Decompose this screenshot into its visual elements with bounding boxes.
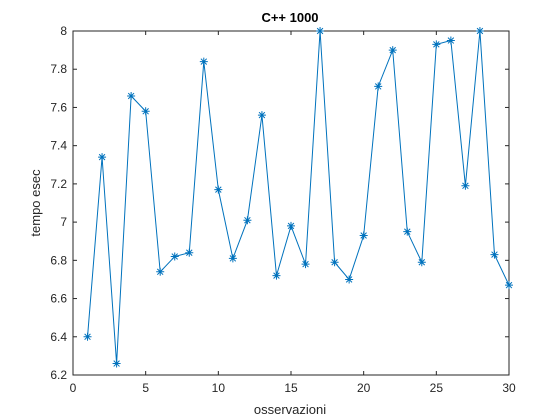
data-point (374, 82, 383, 91)
x-tick-label: 20 (357, 381, 371, 395)
data-point (156, 267, 165, 276)
data-point (257, 111, 266, 120)
data-point (417, 258, 426, 267)
data-point (185, 248, 194, 257)
y-tick-label: 6.2 (50, 368, 67, 382)
y-tick-label: 7 (60, 215, 67, 229)
x-tick-label: 25 (430, 381, 444, 395)
y-tick-label: 8 (60, 24, 67, 38)
data-point (272, 271, 281, 280)
data-point (388, 46, 397, 55)
data-point (127, 91, 136, 100)
x-tick-label: 0 (70, 381, 77, 395)
y-tick-label: 6.8 (50, 253, 67, 267)
data-point (475, 27, 484, 35)
data-point (461, 181, 470, 190)
data-point (301, 260, 310, 269)
data-point (403, 227, 412, 236)
data-point (199, 57, 208, 66)
plot-area: 0 5 10 15 20 25 30 6.2 6.4 6.6 6.8 7 7.2 7.4 7.6 7.8 8 (50, 24, 516, 395)
y-tick-label: 6.4 (50, 330, 67, 344)
data-point (243, 216, 252, 225)
x-axis-label: osservazioni (254, 402, 326, 417)
data-point (141, 107, 150, 116)
data-point (446, 36, 455, 45)
data-point (98, 153, 107, 162)
data-point (505, 281, 513, 290)
y-axis-label: tempo esec (28, 169, 43, 237)
data-point (112, 359, 121, 368)
y-tick-label: 7.2 (50, 177, 67, 191)
data-point (316, 27, 325, 35)
y-tick-label: 7.8 (50, 62, 67, 76)
data-point (287, 221, 295, 230)
x-tick-label: 10 (212, 381, 226, 395)
chart-title: C++ 1000 (261, 10, 318, 25)
y-tick-label: 7.6 (50, 100, 67, 114)
data-point (359, 231, 368, 240)
data-point (214, 185, 223, 194)
y-tick-label: 6.6 (50, 292, 67, 306)
x-tick-label: 30 (502, 381, 516, 395)
y-tick-label: 7.4 (50, 139, 67, 153)
data-point (228, 254, 237, 263)
data-point (83, 332, 92, 341)
data-point (490, 250, 499, 259)
x-tick-label: 5 (142, 381, 149, 395)
data-point (330, 258, 339, 267)
axes-box (72, 30, 510, 376)
data-point (432, 40, 441, 49)
series-line (87, 30, 510, 364)
x-tick-label: 15 (284, 381, 298, 395)
data-point (170, 252, 179, 261)
data-point (345, 275, 354, 284)
